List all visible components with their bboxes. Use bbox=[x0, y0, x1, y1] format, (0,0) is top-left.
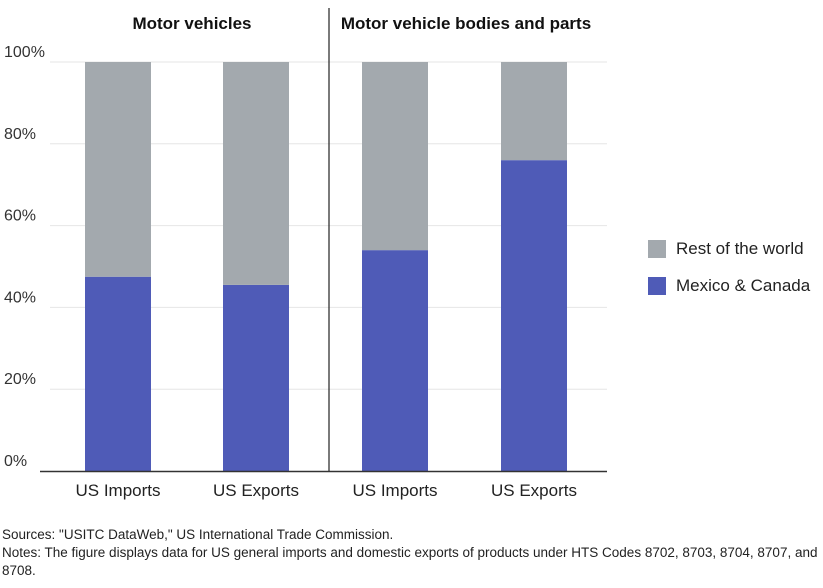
bar-segment-mexico-canada bbox=[501, 160, 567, 471]
panel-title: Motor vehicles bbox=[132, 14, 251, 33]
legend-item-rest-of-world: Rest of the world bbox=[648, 238, 810, 260]
bar-segment-mexico-canada bbox=[85, 276, 151, 471]
bar-segment-rest-of-the-world bbox=[223, 62, 289, 285]
x-category-label: US Imports bbox=[352, 481, 437, 500]
bar-segment-rest-of-the-world bbox=[501, 62, 567, 161]
bar-segment-mexico-canada bbox=[362, 250, 428, 471]
footnotes: Sources: "USITC DataWeb," US Internation… bbox=[2, 526, 820, 580]
notes-text: Notes: The figure displays data for US g… bbox=[2, 545, 818, 578]
legend: Rest of the world Mexico & Canada bbox=[648, 238, 810, 312]
legend-label-mexico-canada: Mexico & Canada bbox=[676, 276, 811, 295]
x-category-label: US Exports bbox=[213, 481, 299, 500]
bar-segment-rest-of-the-world bbox=[362, 62, 428, 251]
bar-segment-mexico-canada bbox=[223, 284, 289, 471]
stacked-bar-chart: 0% 20% 40% 60% 80% 100% Motor vehicles Motor ve… bbox=[4, 8, 607, 500]
sources-note: Sources: "USITC DataWeb," US Internation… bbox=[2, 527, 394, 542]
legend-swatch-rest-of-world bbox=[648, 240, 666, 258]
y-tick-label: 100% bbox=[4, 44, 45, 61]
y-tick-label: 80% bbox=[4, 126, 36, 143]
y-tick-label: 0% bbox=[4, 453, 27, 470]
y-tick-label: 20% bbox=[4, 371, 36, 388]
legend-item-mexico-canada: Mexico & Canada bbox=[648, 275, 810, 297]
y-tick-label: 40% bbox=[4, 289, 36, 306]
x-category-label: US Exports bbox=[491, 481, 577, 500]
legend-label-rest-of-world: Rest of the world bbox=[676, 239, 804, 258]
x-category-label: US Imports bbox=[75, 481, 160, 500]
y-tick-label: 60% bbox=[4, 208, 36, 225]
legend-swatch-mexico-canada bbox=[648, 277, 666, 295]
bar-segment-rest-of-the-world bbox=[85, 62, 151, 277]
panel-title: Motor vehicle bodies and parts bbox=[341, 14, 591, 33]
